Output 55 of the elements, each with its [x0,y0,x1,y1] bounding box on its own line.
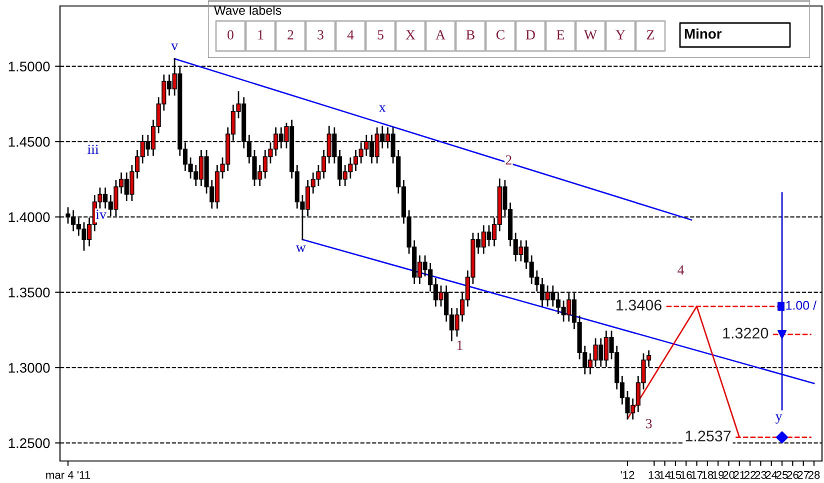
annotation: E [556,30,564,40]
annotation: Z [646,30,654,40]
x-tick-label: 19 [712,471,724,479]
x-tick-label: 14 [659,471,671,479]
annotation: iii [88,144,99,154]
annotation: 5 [378,30,384,40]
annotation: A [436,30,446,40]
annotation: 1 [258,30,264,40]
x-tick-label: 16 [680,471,692,479]
x-tick-label: '12 [620,471,634,479]
x-tick-label: 28 [808,471,820,479]
y-tick-label: 1.3000 [8,362,50,373]
y-tick-label: 1.5000 [8,62,50,72]
x-tick-label: 18 [702,471,714,479]
y-tick-label: 1.3500 [8,288,50,298]
annotation: iv [96,210,106,219]
ref-line-label: 1.3220 [723,328,768,339]
annotation: 4 [347,30,354,40]
annotation: Y [616,30,626,40]
annotation: Minor [684,28,722,39]
annotation: x [379,105,386,112]
annotation: 2 [506,155,512,165]
x-tick-label: 27 [798,471,809,479]
annotation: X [406,30,416,40]
annotation: 1.00 / [786,300,817,310]
x-tick-label: 17 [691,471,702,479]
annotation: 4 [678,265,684,275]
x-tick-label: 20 [723,471,734,479]
x-tick-label: 26 [787,471,798,479]
y-tick-label: 1.4000 [8,212,50,222]
annotation: v [171,44,178,50]
annotation: W [584,30,598,40]
annotation: D [526,30,535,40]
x-tick-label: 23 [755,471,766,479]
y-tick-label: 1.4500 [8,136,50,147]
x-tick-label: mar 4 '11 [46,471,90,479]
y-tick-label: 1.2500 [8,438,50,448]
x-tick-label: 22 [744,471,756,479]
annotation: 3 [318,30,324,40]
annotation: w [296,246,306,252]
annotation: B [466,30,474,40]
x-tick-label: 13 [648,471,660,479]
annotation: y [776,414,782,424]
x-tick-label: 15 [670,471,682,479]
ref-line-label: 1.3406 [616,300,662,311]
annotation: 2 [288,30,294,40]
annotation: Wave labels [214,6,282,15]
annotation: C [496,30,504,40]
x-tick-label: 21 [734,471,746,479]
annotation: 1 [457,340,462,350]
annotation: 0 [228,30,234,40]
x-tick-label: 25 [776,471,788,479]
x-tick-label: 24 [766,471,778,479]
annotation: 3 [646,418,652,428]
ref-line-label: 1.2537 [686,430,731,442]
